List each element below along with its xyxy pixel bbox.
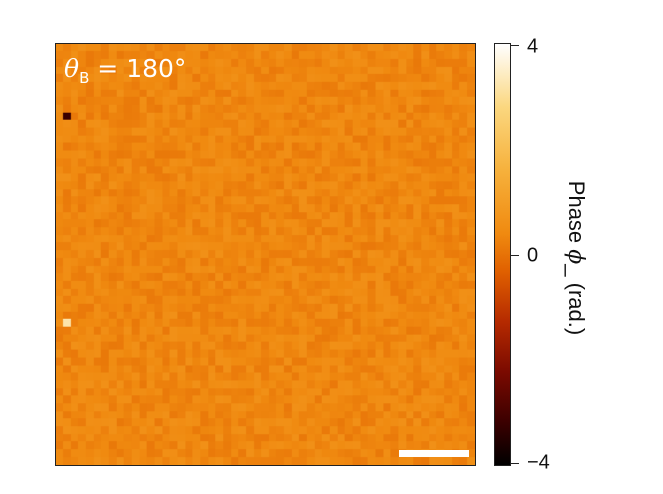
colorbar-tick-middle — [511, 255, 519, 256]
colorbar-title: Phase ϕ_ (rad.) — [563, 181, 589, 335]
colorbar-title-suffix: (rad.) — [564, 276, 589, 336]
colorbar-tick-bottom — [511, 463, 519, 464]
theta-value: = 180° — [89, 54, 187, 83]
colorbar-tick-label-min: −4 — [527, 451, 550, 474]
theta-subscript: B — [79, 69, 90, 87]
scale-bar — [399, 450, 469, 457]
heatmap-canvas — [56, 44, 475, 465]
colorbar-tick-top — [511, 45, 519, 46]
colorbar-title-subscript: _ — [564, 264, 589, 277]
theta-symbol: θ — [64, 54, 80, 83]
colorbar-tick-label-max: 4 — [527, 35, 539, 58]
colorbar-tick-label-zero: 0 — [527, 244, 539, 267]
panel-label: θB = 180° — [64, 54, 186, 87]
colorbar-title-prefix: Phase — [564, 180, 589, 250]
colorbar — [494, 43, 511, 466]
colorbar-title-symbol: ϕ — [563, 249, 588, 265]
phase-heatmap — [55, 43, 476, 466]
